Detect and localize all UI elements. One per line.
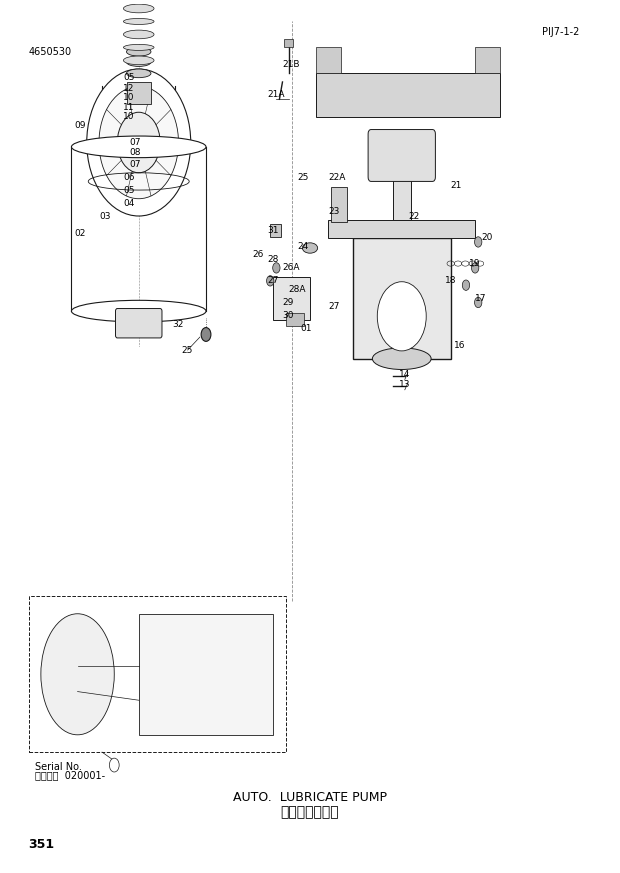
Circle shape (109, 758, 119, 772)
Circle shape (117, 113, 160, 173)
Ellipse shape (126, 47, 151, 56)
Text: 26A: 26A (283, 264, 300, 272)
Bar (329, 220, 475, 237)
Text: 351: 351 (29, 838, 55, 851)
Bar (475, 47, 500, 73)
Text: 01: 01 (301, 324, 312, 333)
Bar (29, 596, 286, 753)
Bar (392, 168, 411, 220)
Text: 10: 10 (123, 93, 135, 102)
Text: PIJ7-1-2: PIJ7-1-2 (542, 27, 580, 37)
Text: 05: 05 (123, 73, 135, 82)
Text: 22: 22 (408, 211, 419, 221)
Circle shape (463, 280, 469, 291)
Text: 03: 03 (99, 211, 110, 221)
Ellipse shape (123, 18, 154, 24)
Text: 30: 30 (283, 311, 294, 320)
Text: 20: 20 (481, 233, 493, 242)
Bar (286, 313, 304, 326)
Text: 05: 05 (123, 186, 135, 195)
Text: 11: 11 (123, 102, 135, 112)
Text: 28A: 28A (288, 285, 306, 294)
Text: 21B: 21B (283, 60, 300, 69)
Text: 21A: 21A (267, 91, 285, 100)
Text: 23: 23 (329, 207, 340, 217)
Ellipse shape (123, 30, 154, 38)
Text: 02: 02 (74, 229, 86, 237)
Text: 24: 24 (298, 242, 309, 251)
Bar (126, 82, 151, 104)
Text: Serial No.: Serial No. (35, 762, 82, 772)
Circle shape (273, 263, 280, 273)
Text: AUTO.  LUBRICATE PUMP: AUTO. LUBRICATE PUMP (233, 792, 387, 804)
Text: 25: 25 (182, 346, 193, 354)
Text: 08: 08 (130, 148, 141, 157)
Text: 15: 15 (399, 360, 410, 368)
Text: 06: 06 (123, 173, 135, 182)
Text: 32: 32 (172, 320, 184, 328)
Text: 26: 26 (252, 251, 264, 259)
Text: 18: 18 (445, 277, 456, 285)
Ellipse shape (71, 136, 206, 158)
Circle shape (99, 86, 179, 199)
Text: 07: 07 (130, 160, 141, 168)
Ellipse shape (373, 347, 431, 369)
Circle shape (378, 282, 426, 351)
Bar (273, 277, 310, 320)
Text: 13: 13 (399, 380, 410, 389)
Ellipse shape (126, 69, 151, 78)
Text: 28: 28 (267, 255, 278, 264)
Text: 09: 09 (74, 120, 86, 130)
Bar (332, 188, 347, 222)
Text: 31: 31 (267, 226, 278, 235)
Circle shape (201, 327, 211, 341)
Ellipse shape (303, 243, 317, 253)
Bar (285, 38, 293, 47)
Ellipse shape (126, 58, 151, 66)
Text: 17: 17 (475, 293, 487, 303)
Text: 21: 21 (451, 182, 462, 190)
Text: 07: 07 (130, 138, 141, 147)
FancyBboxPatch shape (115, 308, 162, 338)
Text: 14: 14 (399, 370, 410, 379)
FancyBboxPatch shape (368, 129, 435, 182)
Circle shape (267, 276, 274, 286)
Text: 04: 04 (123, 198, 135, 208)
Bar (270, 223, 281, 237)
Circle shape (471, 263, 479, 273)
Text: 10: 10 (123, 112, 135, 121)
Ellipse shape (123, 4, 154, 13)
Circle shape (474, 298, 482, 307)
Bar (353, 237, 451, 359)
Ellipse shape (71, 300, 206, 322)
Bar (316, 47, 340, 73)
Bar (316, 73, 500, 117)
Text: 16: 16 (454, 341, 465, 350)
Text: 19: 19 (469, 259, 481, 268)
Text: 27: 27 (329, 302, 340, 312)
Text: 12: 12 (123, 84, 135, 93)
Circle shape (474, 237, 482, 247)
Circle shape (87, 69, 191, 216)
Text: 22A: 22A (329, 173, 346, 182)
Text: 27: 27 (267, 277, 278, 285)
Ellipse shape (41, 614, 114, 735)
Ellipse shape (123, 56, 154, 65)
Ellipse shape (123, 45, 154, 51)
Bar (139, 614, 273, 735)
Text: 自動給脂ポンプ: 自動給脂ポンプ (281, 806, 339, 820)
Text: 4650530: 4650530 (29, 47, 72, 57)
Text: 適用号機  020001-: 適用号機 020001- (35, 771, 105, 780)
Text: 29: 29 (283, 298, 294, 307)
Text: 25: 25 (298, 173, 309, 182)
